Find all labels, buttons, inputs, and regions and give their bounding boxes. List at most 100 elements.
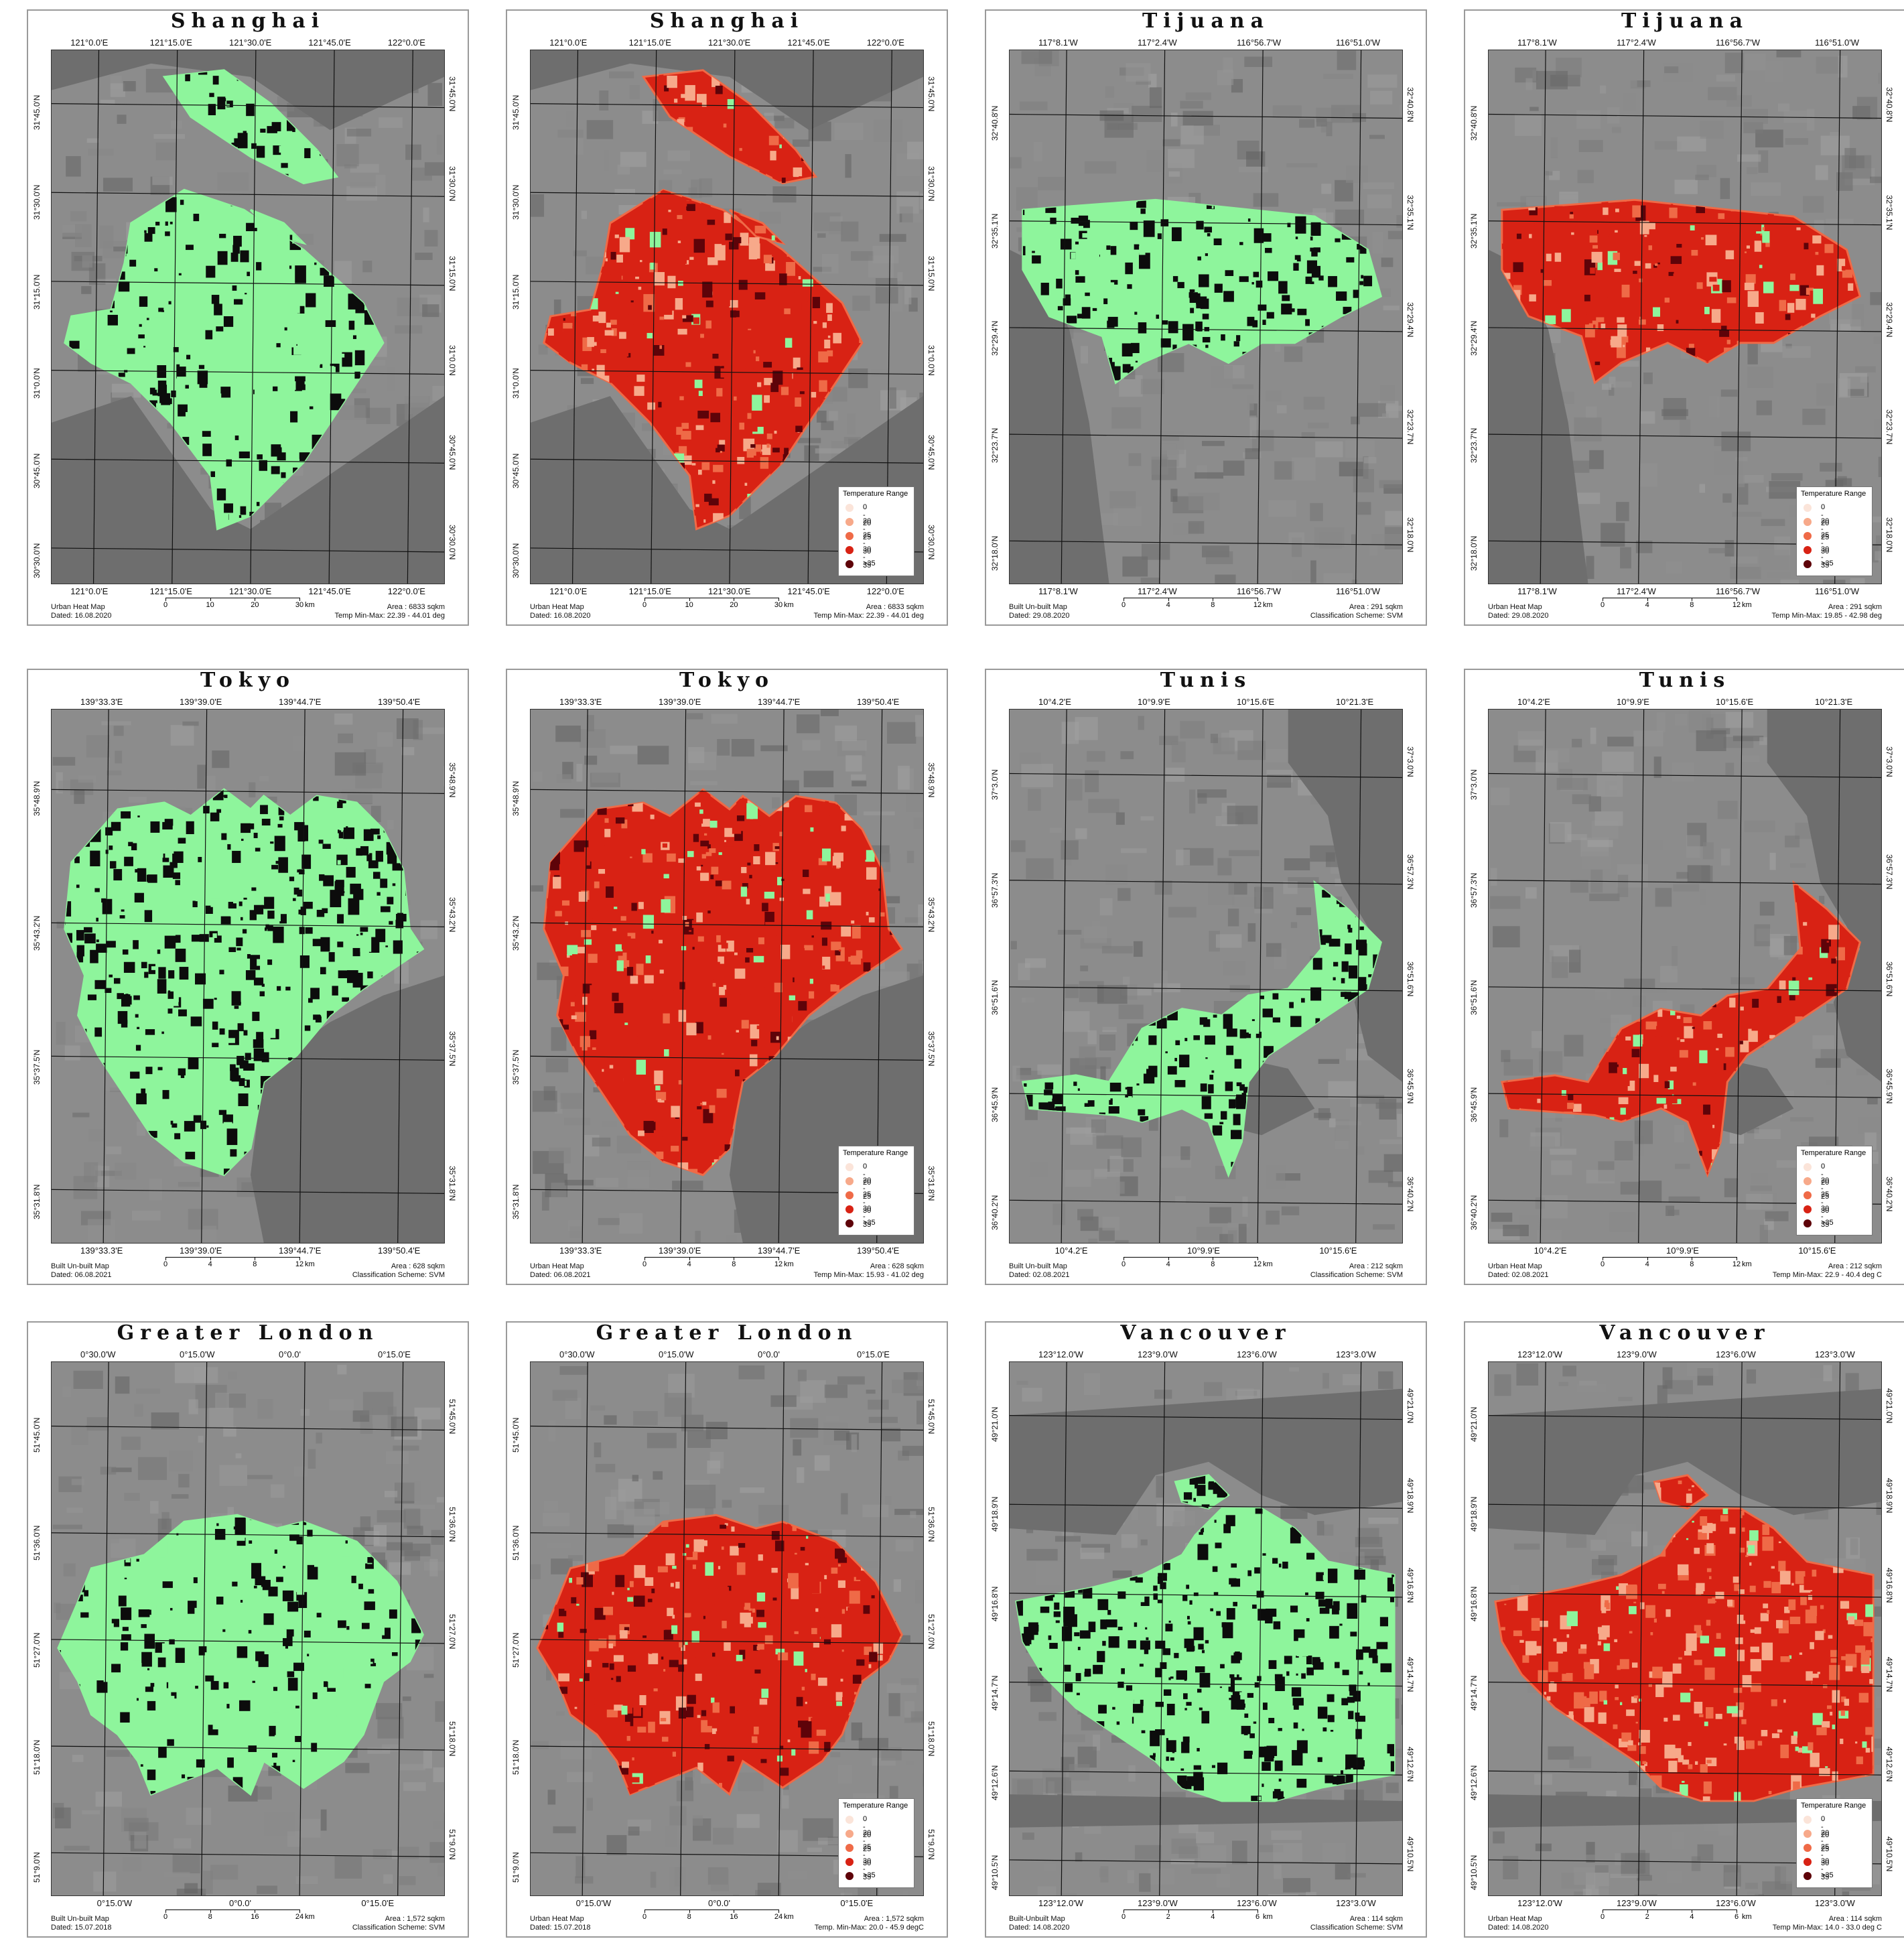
legend-title: Temperature Range [843,1149,908,1157]
stat-label: Classification Scheme: SVM [1310,1924,1403,1932]
map-canvas [52,710,444,1243]
map-stats: Area : 628 sqkm Classification Scheme: SV… [352,1262,445,1280]
latitude-label: 32°29.4'N [1469,320,1479,356]
scale-label: 4 [1645,1260,1649,1268]
latitude-label: 49°18.9'N [1885,1477,1894,1514]
longitude-label: 0°15.0'W [96,1898,133,1908]
scale-label: 8 [1211,601,1215,609]
legend-swatch [1804,1830,1812,1838]
map-info: Urban Heat Map Dated: 16.08.2020 [51,603,112,620]
scale-bar: 0 4 8 12 km [642,1257,794,1272]
temperature-legend: Temperature Range 0 - 20 20 - 25 25 - 30 30 … [838,1798,914,1888]
scale-label: 12 [1253,601,1262,609]
legend-swatch [845,1816,854,1824]
legend-label: 0 - 20 [1821,503,1830,527]
latitude-label: 31°45.0'N [32,94,42,131]
scale-label: 10 [685,601,693,609]
latitude-label: 49°16.8'N [1885,1567,1894,1603]
longitude-label: 121°45.0'E [787,38,830,48]
latitude-label: 36°51.6'N [1469,980,1479,1016]
map-stats: Area : 6833 sqkm Temp Min-Max: 22.39 - 44… [814,603,924,620]
latitude-label: 35°37.5'N [32,1049,42,1085]
latitude-label: 36°40.2'N [1885,1176,1894,1212]
longitude-label: 116°51.0'W [1815,38,1859,48]
latitude-label: 32°23.7'N [1885,409,1894,445]
legend-swatch [845,504,854,512]
area-label: Area : 6833 sqkm [866,603,924,611]
latitude-label: 36°45.9'N [1885,1069,1894,1104]
latitude-label: 32°35.1'N [990,213,1000,249]
scale-label: 8 [253,1260,257,1268]
scale-label: 0 [1121,1260,1126,1268]
scale-unit: km [1742,601,1752,609]
map-panel: Greater London 0°30.0'W 0°15.0'W 0°0.0' 0°15… [27,1321,469,1938]
longitude-label: 121°45.0'E [787,586,830,596]
longitude-label: 116°56.7'W [1237,586,1281,596]
latitude-label: 36°57.3'N [1406,854,1415,890]
latitude-label: 49°21.0'N [1885,1388,1894,1424]
map-type-label: Urban Heat Map [530,1915,584,1923]
latitude-label: 35°48.9'N [32,781,42,817]
scale-label: 20 [251,601,259,609]
latitude-label: 51°18.0'N [927,1721,936,1757]
legend-swatch [845,1191,854,1199]
longitude-label: 0°30.0'W [559,1349,595,1359]
longitude-label: 139°39.0'E [180,1246,222,1256]
latitude-label: 35°43.2'N [448,896,457,933]
latitude-label: 51°45.0'N [448,1399,457,1434]
legend-label: 25 - 30 [863,531,872,555]
latitude-label: 51°9.0'N [927,1828,936,1860]
latitude-label: 36°57.3'N [1885,854,1894,890]
map-panel: Vancouver 123°12.0'W 123°9.0'W 123°6.0'W 123… [985,1321,1427,1938]
scale-bar: 0 2 4 6 km [1121,1910,1273,1924]
legend-label: >35 [863,559,876,567]
latitude-label: 31°15.0'N [448,255,457,291]
built-unbuilt-map-image [51,709,445,1244]
map-title: Vancouver [1599,1321,1771,1345]
latitude-label: 31°15.0'N [511,274,521,310]
legend-label: 25 - 30 [1821,1843,1830,1867]
map-type-label: Urban Heat Map [530,603,584,611]
map-date-label: Dated: 29.08.2020 [1009,612,1070,620]
longitude-label: 123°9.0'W [1617,1349,1657,1359]
map-date-label: Dated: 02.08.2021 [1488,1271,1549,1279]
latitude-label: 51°27.0'N [448,1614,457,1650]
area-label: Area : 1,572 sqkm [385,1915,445,1923]
scale-label: 0 [1600,601,1605,609]
longitude-label: 121°0.0'E [70,586,109,596]
longitude-label: 139°44.7'E [279,697,322,707]
latitude-label: 32°29.4'N [1885,302,1894,338]
longitude-label: 139°33.3'E [559,1246,602,1256]
legend-label: 30 - 35 [1821,1205,1830,1229]
scale-label: 4 [208,1260,212,1268]
longitude-label: 0°0.0' [708,1898,730,1908]
area-label: Area : 212 sqkm [1349,1262,1403,1270]
longitude-label: 116°51.0'W [1336,586,1380,596]
longitude-label: 139°44.7'E [758,1246,801,1256]
longitude-label: 121°45.0'E [308,38,351,48]
area-label: Area : 114 sqkm [1349,1915,1403,1923]
scale-label: 0 [1600,1913,1605,1921]
map-type-label: Built Un-built Map [1009,603,1067,611]
longitude-label: 10°15.6'E [1798,1246,1836,1256]
map-title: Tijuana [1621,9,1749,33]
latitude-label: 35°48.9'N [511,781,521,817]
map-canvas [52,50,444,584]
scale-unit: km [784,601,794,609]
map-canvas [1010,1362,1402,1895]
latitude-label: 30°30.0'N [511,543,521,578]
scale-label: 24 [295,1913,304,1921]
longitude-label: 10°15.6'E [1237,697,1275,707]
map-type-label: Urban Heat Map [51,603,105,611]
latitude-label: 51°9.0'N [511,1852,521,1883]
latitude-label: 36°45.9'N [990,1087,1000,1123]
scale-bar: 0 4 8 12 km [1600,598,1752,612]
longitude-label: 123°9.0'W [1617,1898,1657,1908]
latitude-label: 32°40.8'N [1885,87,1894,123]
legend-swatch [1804,1205,1812,1213]
scale-unit: km [1263,601,1273,609]
scale-label: 2 [1645,1913,1649,1921]
latitude-label: 31°45.0'N [927,76,936,112]
legend-label: 20 - 25 [863,1177,872,1201]
latitude-label: 49°14.7'N [1406,1657,1415,1692]
